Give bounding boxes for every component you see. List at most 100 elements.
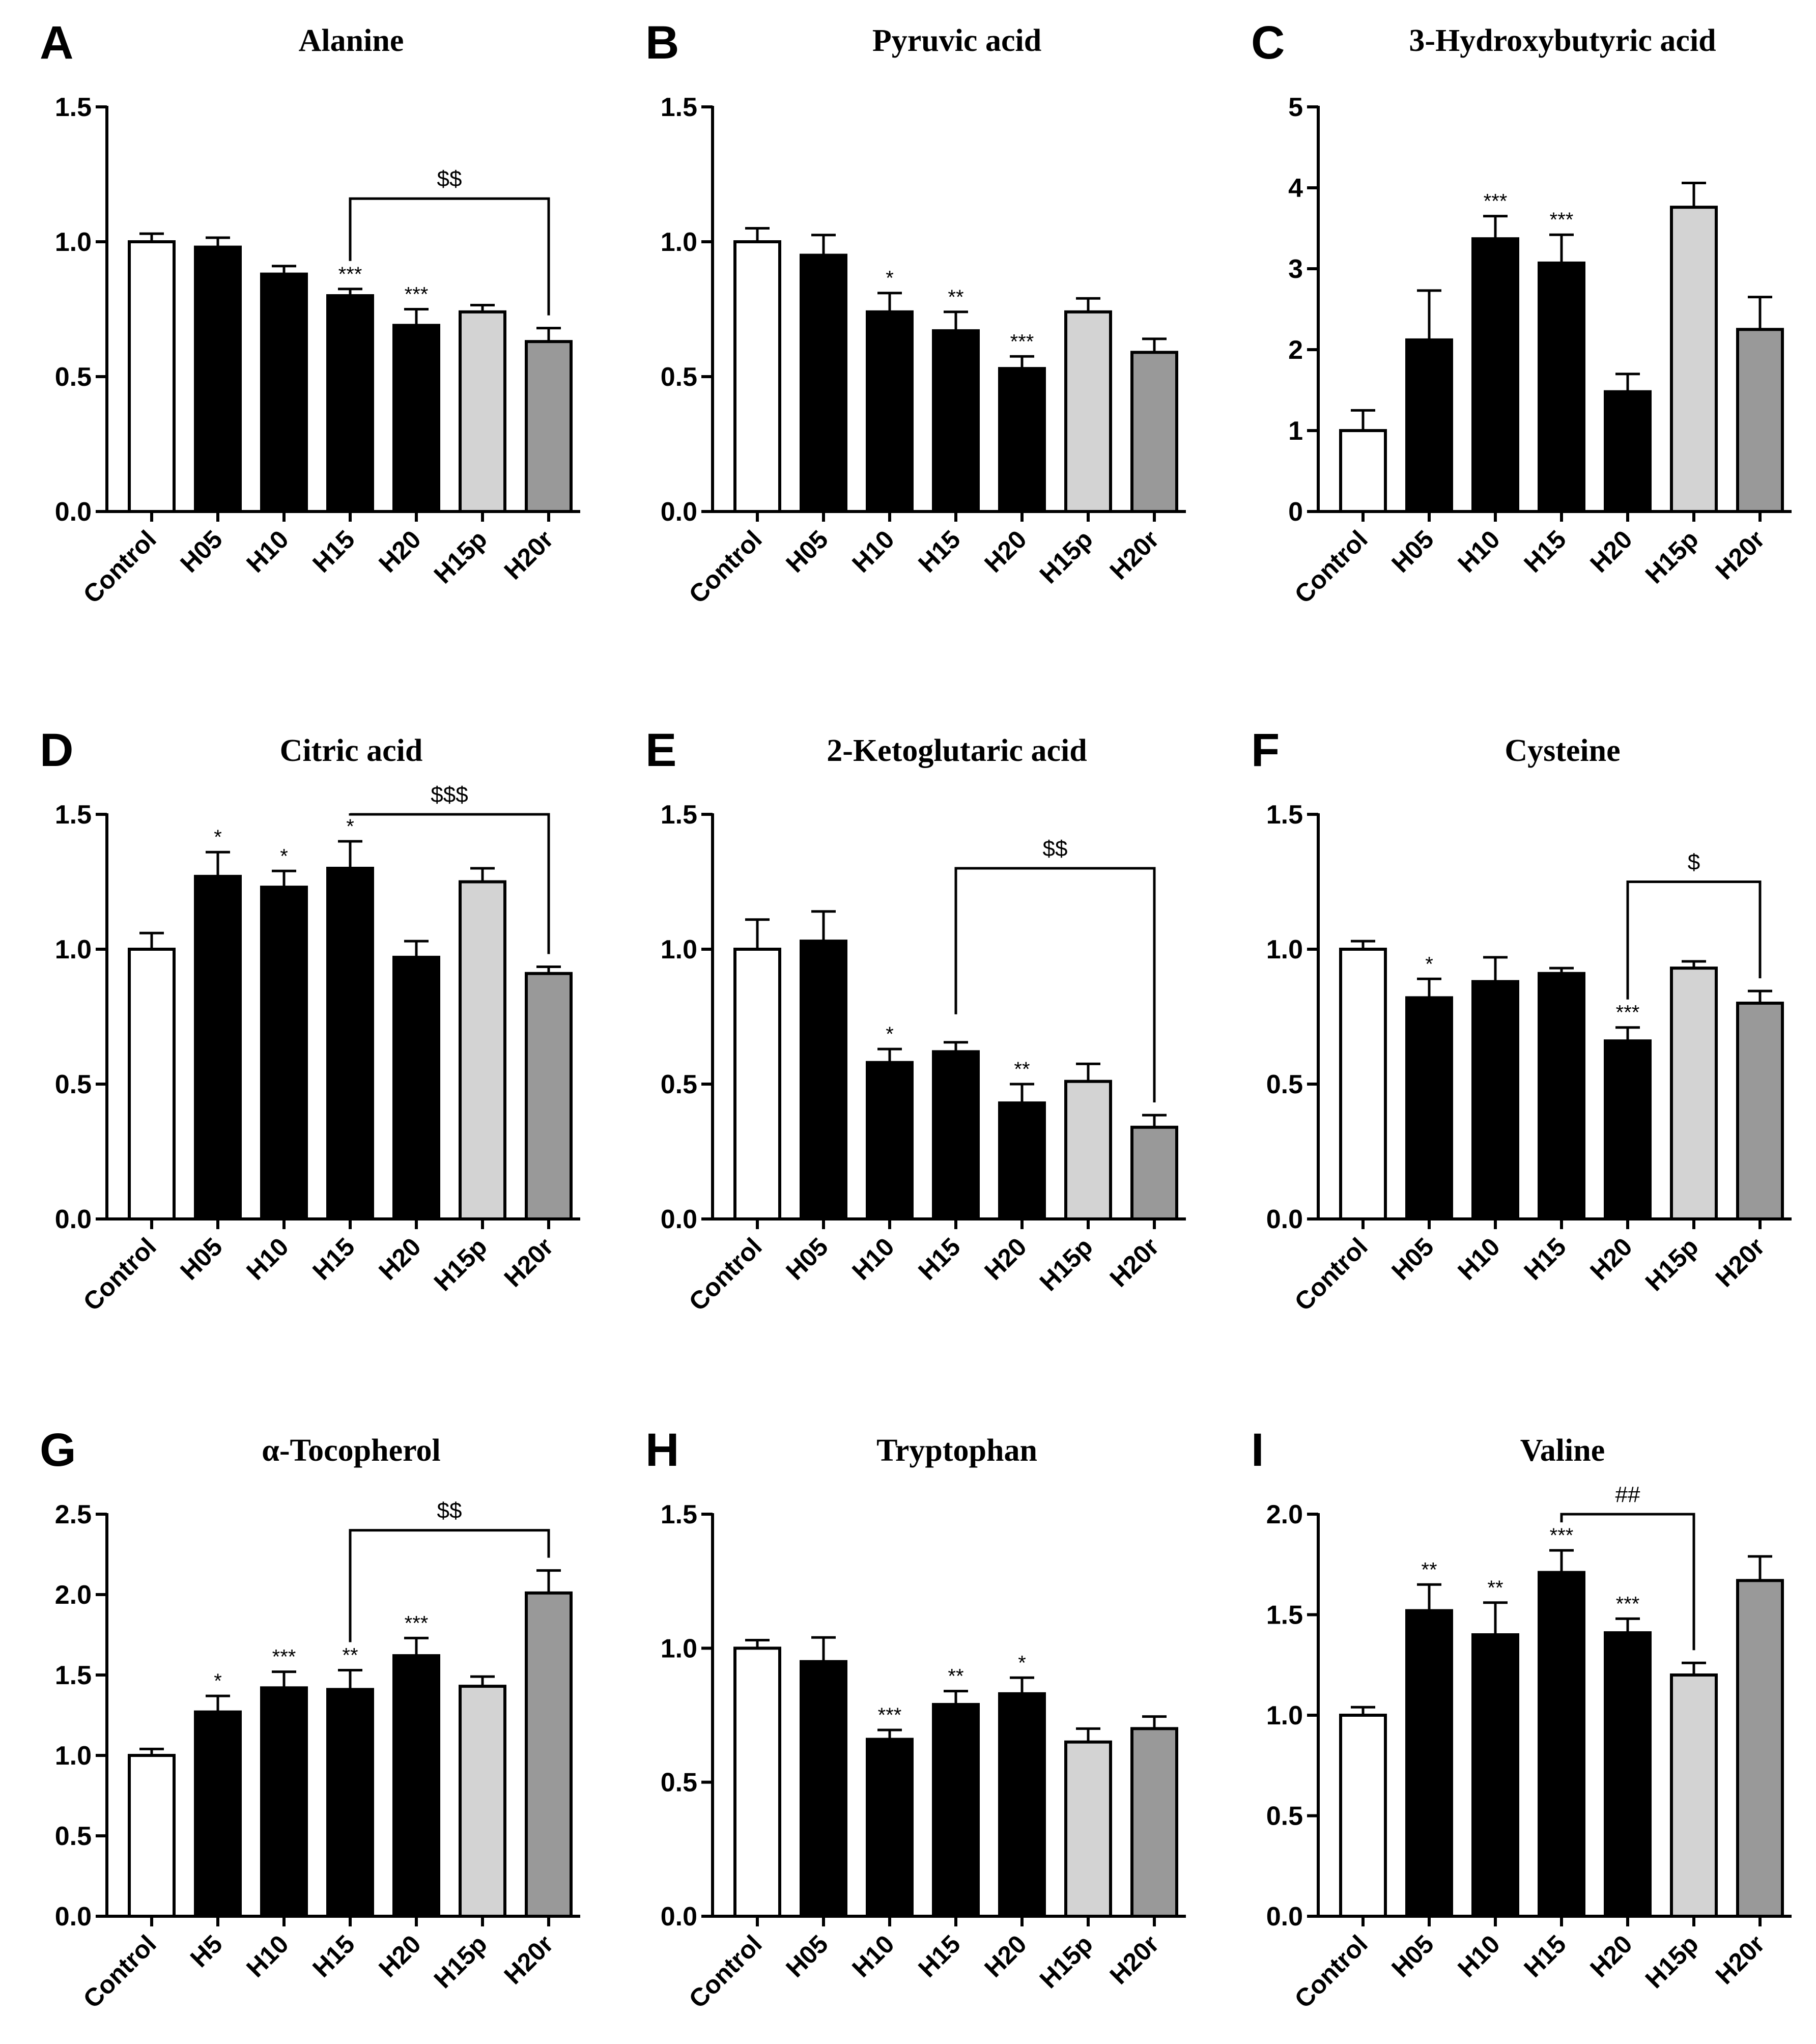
x-tick-label: H05 (780, 525, 833, 578)
y-tick-label: 1.5 (55, 93, 92, 122)
bar-h20 (998, 367, 1046, 513)
y-tick-label: 0.5 (55, 1070, 92, 1099)
bar-h20r (525, 1591, 573, 1918)
x-tick-label: Control (78, 525, 162, 609)
y-tick-label: 1.0 (55, 1741, 92, 1771)
x-tick-label: H15 (307, 525, 360, 578)
chart-title: 2-Ketoglutaric acid (827, 733, 1087, 768)
y-tick-label: 0.5 (661, 362, 697, 392)
bar-h20r (1130, 1727, 1178, 1918)
bar-h10 (260, 1686, 308, 1918)
x-tick-label: H10 (846, 1929, 899, 1982)
x-tick-label: Control (684, 525, 768, 609)
chart-title: Cysteine (1505, 733, 1620, 768)
bar-h15p (1064, 1080, 1112, 1220)
x-tick-label: H20r (1104, 1232, 1165, 1292)
x-tick-label: H15p (1034, 1929, 1098, 1994)
comparison-label: $$ (437, 166, 462, 191)
significance-mark: * (886, 267, 894, 290)
bar-control (128, 240, 176, 513)
chart-title: Tryptophan (876, 1433, 1037, 1468)
x-tick-label: H20r (1710, 1929, 1770, 1990)
bar-h20r (525, 972, 573, 1220)
significance-mark: ** (948, 286, 963, 308)
bar-h05 (1405, 996, 1453, 1221)
y-tick-label: 1.5 (55, 1661, 92, 1690)
x-tick-label: H15 (1518, 525, 1571, 578)
x-tick-label: H10 (1452, 1929, 1505, 1982)
significance-mark: *** (405, 283, 429, 306)
chart-title: Pyruvic acid (872, 23, 1041, 58)
y-tick-label: 0.0 (661, 1205, 697, 1234)
x-tick-label: H15p (429, 525, 493, 589)
x-tick-label: Control (1289, 1929, 1373, 2013)
y-tick-label: 0.5 (1266, 1070, 1303, 1099)
x-tick-label: Control (78, 1929, 162, 2013)
panel-letter: A (40, 17, 73, 69)
x-tick-label: H05 (1386, 525, 1439, 578)
comparison-label: $$ (1043, 836, 1068, 861)
bar-h20r (1130, 351, 1178, 513)
y-tick-label: 1.0 (661, 935, 697, 964)
y-tick-label: 1.5 (55, 800, 92, 830)
bar-h5 (194, 1710, 242, 1918)
x-tick-label: H20 (1584, 1232, 1637, 1285)
significance-mark: * (886, 1023, 894, 1045)
y-tick-label: 0.0 (1266, 1902, 1303, 1932)
chart-panel-i: I Valine 0.0 0.5 1.0 1.5 2.0 Control H05 ** H10 ** H… (1251, 1424, 1792, 2013)
bar-h05 (194, 874, 242, 1220)
y-tick-label: 1.0 (55, 228, 92, 257)
x-tick-label: H15p (1034, 525, 1098, 589)
y-tick-label: 1.5 (661, 1500, 697, 1529)
significance-mark: *** (1550, 209, 1574, 231)
x-tick-label: H05 (780, 1232, 833, 1285)
bar-h15p (459, 1685, 506, 1918)
x-tick-label: H15p (1640, 525, 1704, 589)
x-tick-label: H15 (913, 1232, 966, 1285)
bar-h15 (932, 1050, 980, 1220)
bar-h15p (459, 880, 506, 1220)
x-tick-label: H20r (1104, 525, 1165, 585)
bar-control (1339, 948, 1387, 1220)
bar-h10 (866, 1061, 914, 1221)
x-tick-label: H05 (780, 1929, 833, 1982)
bar-h20r (1736, 328, 1784, 513)
panel-letter: D (40, 724, 73, 776)
significance-mark: *** (272, 1646, 296, 1668)
bar-h10 (1471, 980, 1519, 1220)
y-tick-label: 0.5 (55, 362, 92, 392)
x-tick-label: H10 (241, 1929, 294, 1982)
y-tick-label: 0.0 (55, 1205, 92, 1234)
x-tick-label: H20 (373, 1929, 426, 1982)
y-tick-label: 1.5 (661, 800, 697, 830)
bar-h15p (1064, 1740, 1112, 1918)
y-tick-label: 0.0 (55, 1902, 92, 1932)
bar-h05 (800, 253, 847, 513)
x-tick-label: H10 (1452, 1232, 1505, 1285)
y-tick-label: 0.0 (1266, 1205, 1303, 1234)
bar-h10 (866, 310, 914, 513)
bar-h15 (326, 294, 374, 513)
bar-control (733, 240, 781, 513)
y-tick-label: 5 (1288, 93, 1303, 122)
significance-mark: * (346, 815, 354, 838)
comparison-bracket (1626, 881, 1762, 1000)
x-tick-label: H15p (429, 1929, 493, 1994)
bar-h15 (1538, 972, 1585, 1220)
bar-h15 (1538, 261, 1585, 513)
y-tick-label: 0.0 (661, 497, 697, 527)
bar-control (128, 948, 176, 1220)
significance-mark: ** (948, 1665, 963, 1688)
x-tick-label: H15p (1640, 1929, 1704, 1994)
y-tick-label: 0.0 (661, 1902, 697, 1932)
comparison-bracket (349, 813, 550, 954)
panel-letter: B (645, 17, 679, 69)
x-tick-label: H15p (1640, 1232, 1704, 1296)
x-tick-label: H15p (429, 1232, 493, 1296)
x-tick-label: H20r (499, 1232, 559, 1292)
x-tick-label: H5 (185, 1929, 228, 1973)
bar-h15p (1670, 1673, 1718, 1918)
bar-h20r (1736, 1579, 1784, 1918)
comparison-label: ## (1615, 1482, 1640, 1507)
bar-h15 (326, 1688, 374, 1918)
